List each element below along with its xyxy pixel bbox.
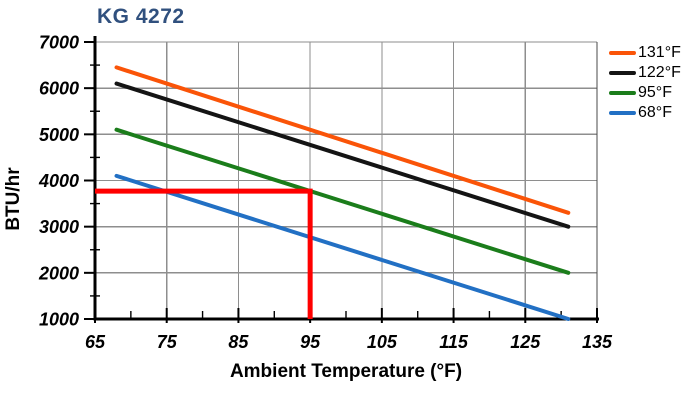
chart-title: KG 4272 [97,5,185,28]
svg-text:105: 105 [367,332,398,352]
svg-text:6000: 6000 [39,79,79,99]
legend-swatch [609,51,636,55]
legend-label: 95°F [638,84,672,101]
svg-text:5000: 5000 [39,125,79,145]
y-axis-title: BTU/hr [3,167,24,231]
svg-text:95: 95 [300,332,321,352]
svg-text:135: 135 [582,332,613,352]
legend-item: 122°F [609,63,681,83]
svg-text:115: 115 [439,332,469,352]
legend-label: 131°F [638,44,681,61]
svg-text:75: 75 [157,332,178,352]
svg-text:65: 65 [85,332,106,352]
legend: 131°F 122°F 95°F 68°F [609,43,681,123]
legend-item: 95°F [609,83,681,103]
svg-text:125: 125 [510,332,541,352]
legend-item: 68°F [609,103,681,123]
legend-swatch [609,91,636,95]
svg-text:2000: 2000 [38,263,79,283]
x-axis-title: Ambient Temperature (°F) [229,361,463,382]
svg-text:7000: 7000 [39,33,79,53]
legend-label: 122°F [638,64,681,81]
svg-text:4000: 4000 [38,171,79,191]
legend-swatch [609,111,636,115]
legend-swatch [609,71,636,75]
svg-text:3000: 3000 [39,217,79,237]
svg-text:85: 85 [228,332,249,352]
legend-item: 131°F [609,43,681,63]
legend-label: 68°F [638,104,672,121]
svg-text:1000: 1000 [39,310,79,330]
